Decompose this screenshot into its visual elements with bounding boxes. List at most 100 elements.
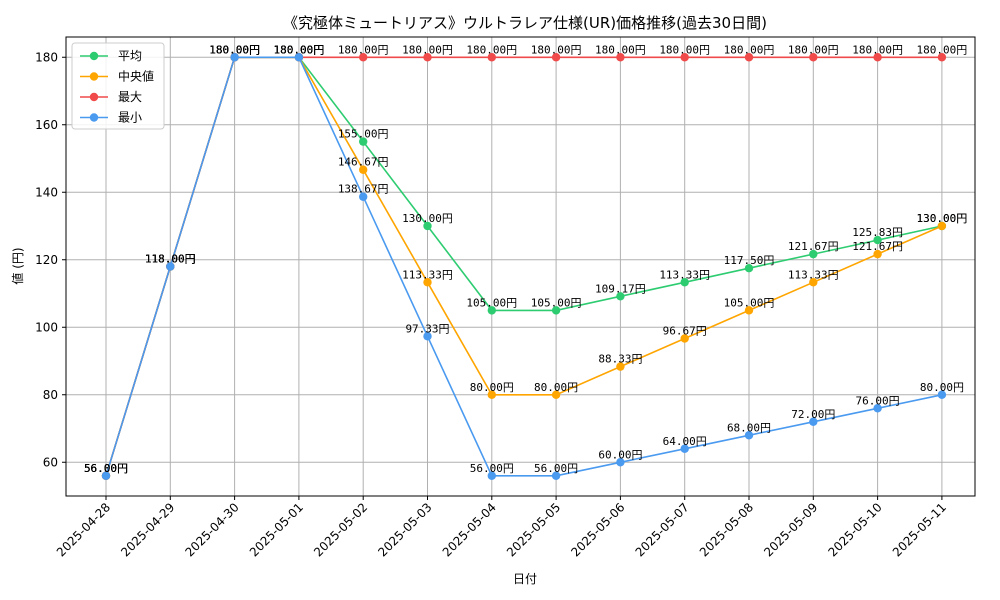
data-label: 113.33円 — [402, 268, 453, 281]
data-label: 180.00円 — [274, 43, 325, 56]
data-label: 180.00円 — [338, 43, 389, 56]
data-label: 180.00円 — [209, 43, 260, 56]
legend-swatch-marker — [89, 113, 99, 122]
data-point — [937, 390, 947, 399]
legend-label: 中央値 — [118, 69, 154, 84]
data-label: 118.00円 — [145, 253, 196, 266]
data-point — [230, 53, 239, 62]
data-label: 97.33円 — [405, 322, 449, 335]
data-point — [616, 362, 625, 371]
data-point — [873, 249, 882, 259]
legend-box — [71, 42, 165, 130]
data-point — [873, 235, 882, 245]
x-tick-label: 2025-05-03 — [375, 500, 434, 559]
data-label: 180.00円 — [466, 43, 517, 56]
data-label: 118.00円 — [145, 253, 196, 266]
data-point — [551, 306, 561, 315]
data-point — [937, 53, 947, 62]
legend-swatch-marker — [89, 51, 99, 61]
y-tick-label: 100 — [35, 320, 58, 334]
data-label: 180.00円 — [274, 43, 325, 56]
chart-title: 《究極体ミュートリアス》ウルトラレア仕様(UR)価格推移(過去30日間) — [283, 14, 767, 32]
data-label: 56.00円 — [470, 462, 514, 475]
data-label: 146.67円 — [338, 156, 389, 169]
x-tick-label: 2025-04-30 — [183, 500, 242, 559]
data-point — [423, 278, 432, 287]
x-tick-label: 2025-05-02 — [311, 500, 370, 559]
data-label: 155.00円 — [338, 128, 389, 141]
data-point — [487, 471, 496, 480]
data-label: 118.00円 — [145, 253, 196, 266]
data-point — [809, 249, 818, 259]
y-tick-label: 180 — [35, 50, 58, 64]
x-tick-label: 2025-05-08 — [697, 500, 756, 559]
data-label: 113.33円 — [788, 268, 839, 281]
data-label: 180.00円 — [788, 43, 839, 56]
x-tick-label: 2025-05-04 — [440, 500, 499, 559]
data-label: 56.00円 — [84, 462, 128, 475]
data-label: 130.00円 — [917, 212, 968, 225]
data-label: 96.67円 — [663, 324, 707, 337]
data-label: 125.83円 — [852, 226, 903, 239]
data-point — [873, 404, 882, 413]
data-label: 138.67円 — [338, 183, 389, 196]
data-point — [359, 137, 368, 146]
data-label: 105.00円 — [724, 296, 775, 309]
data-label: 56.00円 — [84, 462, 128, 475]
y-tick-label: 120 — [35, 253, 58, 267]
data-label: 88.33円 — [598, 353, 642, 366]
data-label: 180.00円 — [852, 43, 903, 56]
data-point — [423, 221, 432, 231]
x-tick-label: 2025-04-28 — [54, 500, 113, 559]
data-point — [487, 53, 496, 62]
data-label: 180.00円 — [595, 43, 646, 56]
data-point — [166, 262, 175, 271]
data-label: 68.00円 — [727, 421, 771, 434]
data-point — [423, 53, 432, 62]
data-point — [680, 53, 689, 62]
data-point — [809, 278, 818, 287]
legend-swatch-marker — [89, 72, 99, 81]
legend-label: 最大 — [118, 90, 142, 104]
y-tick-label: 160 — [35, 118, 58, 132]
data-label: 180.00円 — [274, 43, 325, 56]
data-label: 180.00円 — [209, 43, 260, 56]
data-label: 113.33円 — [659, 268, 710, 281]
data-point — [809, 417, 818, 426]
data-label: 56.00円 — [84, 462, 128, 475]
data-point — [744, 53, 754, 62]
data-label: 109.17円 — [595, 282, 646, 295]
data-label: 180.00円 — [209, 43, 260, 56]
y-tick-label: 60 — [43, 455, 58, 469]
x-tick-label: 2025-05-05 — [504, 500, 563, 559]
data-point — [616, 292, 625, 301]
data-point — [616, 53, 625, 62]
data-point — [873, 53, 882, 62]
data-point — [359, 165, 368, 174]
x-tick-label: 2025-05-01 — [247, 500, 306, 559]
data-point — [551, 471, 561, 480]
grid — [66, 37, 975, 496]
data-label: 117.50円 — [724, 254, 775, 267]
data-point — [359, 53, 368, 62]
data-point — [937, 221, 947, 231]
x-tick-label: 2025-05-07 — [633, 500, 692, 559]
data-label: 60.00円 — [598, 448, 642, 461]
x-tick-label: 2025-05-10 — [826, 500, 885, 559]
data-point — [680, 334, 689, 343]
data-point — [359, 192, 368, 201]
data-label: 118.00円 — [145, 253, 196, 266]
data-label: 56.00円 — [534, 462, 578, 475]
data-point — [551, 53, 561, 62]
data-point — [423, 332, 432, 341]
data-label: 130.00円 — [402, 212, 453, 225]
data-label: 76.00円 — [856, 394, 900, 407]
y-tick-label: 80 — [43, 388, 58, 402]
data-label: 121.67円 — [788, 240, 839, 253]
x-tick-label: 2025-05-06 — [568, 500, 627, 559]
data-labels: 56.00円 118.00円 180.00円 180.00円 155.00円 130.00… — [84, 43, 967, 475]
legend-label: 最小 — [118, 111, 142, 125]
data-label: 80.00円 — [470, 381, 514, 394]
data-point — [744, 431, 754, 440]
